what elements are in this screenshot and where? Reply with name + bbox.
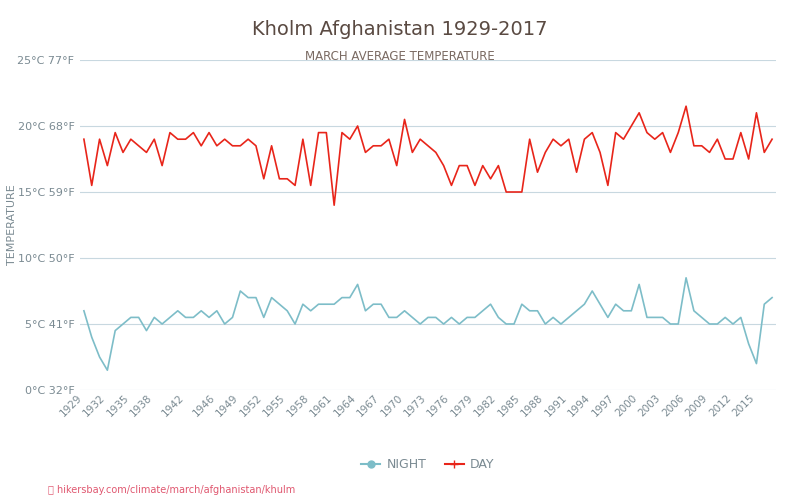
Legend: NIGHT, DAY: NIGHT, DAY <box>357 453 499 476</box>
Text: MARCH AVERAGE TEMPERATURE: MARCH AVERAGE TEMPERATURE <box>305 50 495 63</box>
Text: Kholm Afghanistan 1929-2017: Kholm Afghanistan 1929-2017 <box>252 20 548 39</box>
Y-axis label: TEMPERATURE: TEMPERATURE <box>7 184 17 266</box>
Text: 📍 hikersbay.com/climate/march/afghanistan/khulm: 📍 hikersbay.com/climate/march/afghanista… <box>48 485 295 495</box>
